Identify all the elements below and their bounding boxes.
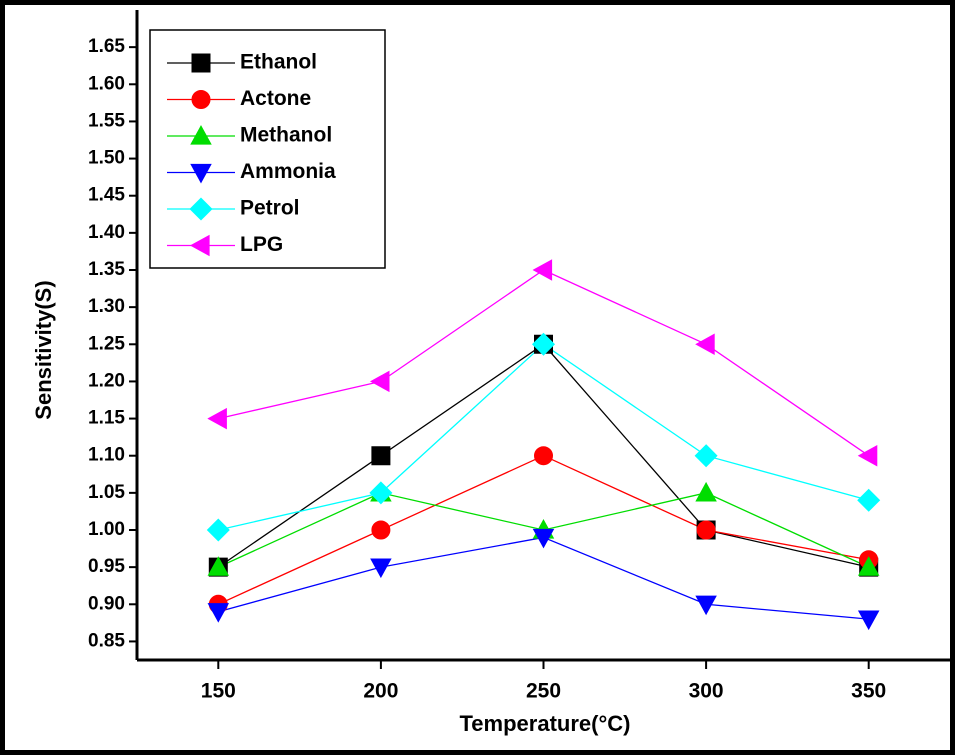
legend-label: Ethanol [240,51,317,74]
y-tick-label: 1.60 [88,73,125,94]
marker [369,370,390,393]
marker [857,556,880,576]
marker [695,333,715,356]
legend-label: Petrol [240,197,300,220]
marker [190,163,212,184]
y-tick-label: 1.30 [88,296,125,317]
y-tick-label: 0.95 [88,556,125,577]
y-tick-label: 0.85 [88,630,125,651]
marker [694,444,718,468]
marker [532,528,555,549]
series-line [218,343,869,531]
marker [207,407,227,430]
legend-label: Methanol [240,124,332,147]
marker [695,595,717,616]
marker [857,610,880,631]
y-tick-label: 1.20 [88,370,125,391]
y-tick-label: 1.45 [88,185,125,206]
marker [190,125,212,145]
marker [696,520,716,540]
x-tick-label: 300 [689,680,724,703]
legend-label: LPG [240,233,283,256]
y-tick-label: 1.10 [88,445,125,466]
y-tick-label: 1.05 [88,482,125,503]
y-tick-label: 0.90 [88,593,125,614]
marker [534,446,553,466]
marker [369,481,393,505]
y-tick-label: 1.15 [88,408,125,429]
y-axis-title: Sensitivity(S) [31,280,56,419]
marker [207,556,230,576]
y-tick-label: 1.50 [88,148,125,169]
marker [207,603,230,623]
series-line [218,536,869,620]
series-line [218,269,870,457]
marker [532,259,553,281]
x-tick-label: 250 [526,680,561,703]
y-tick-label: 1.00 [88,519,125,540]
marker [371,446,391,466]
marker [370,558,392,579]
marker [189,197,213,221]
y-tick-label: 1.25 [88,333,125,354]
marker [857,444,878,467]
marker [191,90,211,109]
marker [190,234,210,257]
marker [371,520,391,540]
y-tick-label: 1.65 [88,36,125,57]
y-tick-label: 1.35 [88,259,125,280]
y-tick-label: 1.55 [88,110,125,131]
legend-label: Actone [240,87,311,110]
marker [531,332,556,356]
legend-box [149,29,386,269]
marker [206,518,230,542]
marker [191,53,211,73]
y-tick-label: 1.40 [88,222,125,243]
x-axis-title: Temperature(°C) [460,711,631,736]
legend-label: Ammonia [240,160,336,183]
x-tick-label: 200 [363,680,398,703]
marker [857,488,881,512]
marker [695,481,717,502]
x-tick-label: 150 [201,680,236,703]
x-tick-label: 350 [851,680,886,703]
